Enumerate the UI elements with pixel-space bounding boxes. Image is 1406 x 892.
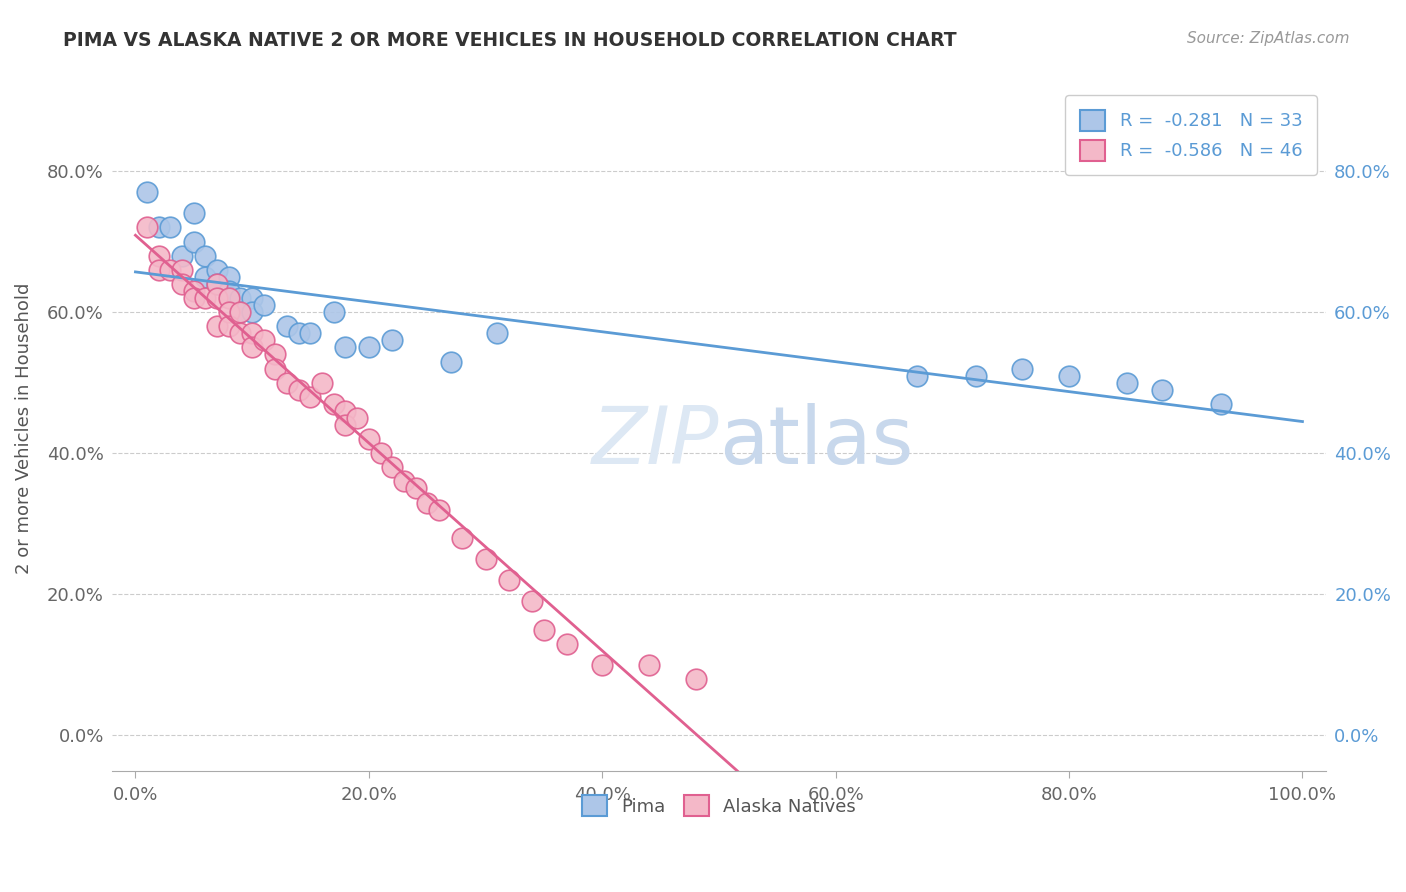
Point	[1116, 376, 1139, 390]
Point	[172, 249, 194, 263]
Point	[522, 594, 544, 608]
Point	[276, 319, 298, 334]
Point	[288, 326, 311, 341]
Point	[218, 284, 240, 298]
Point	[159, 220, 181, 235]
Point	[205, 262, 228, 277]
Point	[416, 495, 439, 509]
Point	[229, 291, 252, 305]
Point	[335, 340, 357, 354]
Text: PIMA VS ALASKA NATIVE 2 OR MORE VEHICLES IN HOUSEHOLD CORRELATION CHART: PIMA VS ALASKA NATIVE 2 OR MORE VEHICLES…	[63, 31, 957, 50]
Point	[205, 277, 228, 291]
Point	[1152, 383, 1174, 397]
Point	[370, 446, 392, 460]
Point	[136, 185, 159, 199]
Point	[240, 305, 263, 319]
Point	[183, 235, 205, 249]
Point	[1057, 368, 1080, 383]
Point	[1209, 397, 1232, 411]
Point	[486, 326, 509, 341]
Point	[159, 262, 181, 277]
Point	[229, 305, 252, 319]
Point	[148, 249, 170, 263]
Point	[288, 383, 311, 397]
Point	[311, 376, 333, 390]
Point	[905, 368, 928, 383]
Point	[229, 326, 252, 341]
Point	[591, 657, 613, 672]
Point	[357, 340, 380, 354]
Point	[405, 482, 427, 496]
Point	[264, 361, 287, 376]
Text: atlas: atlas	[718, 403, 914, 481]
Point	[205, 319, 228, 334]
Text: ZIP: ZIP	[592, 403, 718, 481]
Point	[229, 305, 252, 319]
Point	[335, 404, 357, 418]
Point	[194, 249, 217, 263]
Point	[381, 334, 404, 348]
Point	[253, 334, 276, 348]
Y-axis label: 2 or more Vehicles in Household: 2 or more Vehicles in Household	[15, 283, 32, 574]
Point	[205, 277, 228, 291]
Point	[322, 397, 344, 411]
Point	[183, 284, 205, 298]
Point	[240, 326, 263, 341]
Point	[381, 460, 404, 475]
Point	[183, 291, 205, 305]
Point	[172, 277, 194, 291]
Point	[533, 623, 555, 637]
Point	[451, 531, 474, 545]
Point	[685, 672, 707, 686]
Point	[1011, 361, 1033, 376]
Point	[357, 432, 380, 446]
Point	[299, 326, 322, 341]
Point	[136, 220, 159, 235]
Point	[194, 291, 217, 305]
Point	[218, 305, 240, 319]
Point	[276, 376, 298, 390]
Point	[218, 319, 240, 334]
Point	[392, 475, 415, 489]
Legend: Pima, Alaska Natives: Pima, Alaska Natives	[575, 788, 863, 823]
Point	[148, 220, 170, 235]
Point	[322, 305, 344, 319]
Point	[183, 206, 205, 220]
Point	[498, 573, 520, 587]
Point	[218, 291, 240, 305]
Point	[965, 368, 987, 383]
Point	[205, 291, 228, 305]
Point	[240, 291, 263, 305]
Point	[555, 637, 578, 651]
Point	[346, 411, 368, 425]
Point	[253, 298, 276, 312]
Point	[638, 657, 661, 672]
Point	[439, 354, 461, 368]
Point	[194, 269, 217, 284]
Point	[474, 552, 496, 566]
Point	[240, 340, 263, 354]
Point	[335, 417, 357, 432]
Point	[264, 347, 287, 361]
Point	[148, 262, 170, 277]
Point	[299, 390, 322, 404]
Point	[218, 269, 240, 284]
Point	[427, 502, 450, 516]
Text: Source: ZipAtlas.com: Source: ZipAtlas.com	[1187, 31, 1350, 46]
Point	[172, 262, 194, 277]
